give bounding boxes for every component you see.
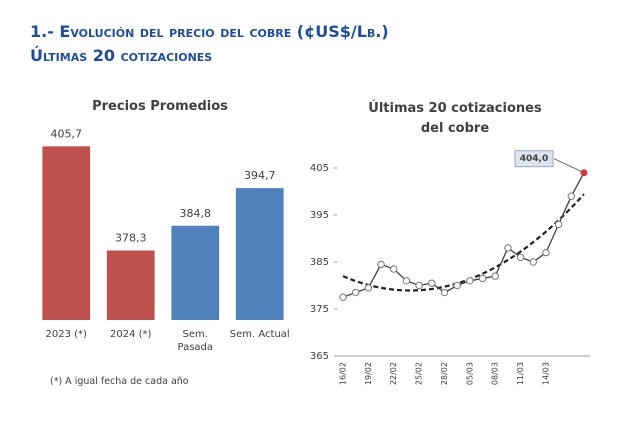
- value-label: 384,8: [180, 207, 212, 220]
- x-tick-label: 11/03: [516, 362, 525, 385]
- chart-title: Precios Promedios: [92, 99, 228, 114]
- point: [504, 244, 512, 252]
- label-leader: [553, 158, 585, 174]
- point: [440, 288, 449, 297]
- x-tick-label: 22/02: [389, 362, 398, 385]
- trendline: [342, 193, 585, 292]
- y-tick-label: 375: [310, 304, 329, 315]
- page-title: 1.- Evolución del precio del cobre (¢US$…: [30, 22, 389, 41]
- bar: [106, 250, 155, 320]
- point: [339, 293, 347, 301]
- value-label: 404,0: [520, 154, 548, 164]
- note: (*) A igual fecha de cada año: [50, 376, 189, 387]
- x-tick-label: 2024 (*): [110, 329, 152, 340]
- point: [351, 288, 360, 297]
- point: [428, 279, 436, 287]
- point: [567, 192, 576, 200]
- point: [466, 277, 474, 285]
- value-label: 405,7: [51, 127, 83, 140]
- point: [529, 258, 537, 266]
- line: [342, 172, 585, 298]
- point: [377, 260, 385, 269]
- label-box: [514, 150, 554, 168]
- y-tick-label: 395: [310, 210, 329, 221]
- x-tick-label: 19/02: [364, 362, 373, 385]
- bar: [235, 188, 284, 320]
- point: [491, 272, 499, 280]
- x-tick-label: Sem. Actual: [229, 329, 290, 340]
- point: [516, 253, 525, 261]
- page-subtitle: Últimas 20 cotizaciones: [30, 46, 213, 65]
- y-tick-label: 365: [310, 351, 329, 362]
- point: [554, 220, 563, 229]
- x-tick-label: 14/03: [541, 362, 550, 385]
- point: [390, 265, 398, 273]
- y-tick-label: 385: [310, 257, 329, 268]
- point: [364, 284, 373, 292]
- x-tick-label: 05/03: [465, 362, 474, 385]
- chart-title: Últimas 20 cotizaciones del cobre: [368, 101, 542, 136]
- point: [542, 248, 550, 257]
- x-tick-label: 25/02: [415, 362, 424, 385]
- value-label: 378,3: [115, 231, 147, 244]
- bar: [42, 146, 91, 320]
- y-tick-label: 405: [310, 163, 329, 174]
- x-tick-label: Sem. Pasada: [177, 329, 214, 353]
- x-tick-label: 16/02: [339, 362, 348, 385]
- x-tick-label: 2023 (*): [45, 329, 87, 340]
- point: [415, 281, 423, 290]
- point: [478, 274, 487, 283]
- point: [402, 277, 411, 285]
- value-label: 394,7: [244, 169, 276, 182]
- x-tick-label: 28/02: [440, 362, 449, 385]
- point: [453, 281, 461, 290]
- x-tick-label: 08/03: [491, 362, 500, 385]
- bar: [171, 225, 220, 320]
